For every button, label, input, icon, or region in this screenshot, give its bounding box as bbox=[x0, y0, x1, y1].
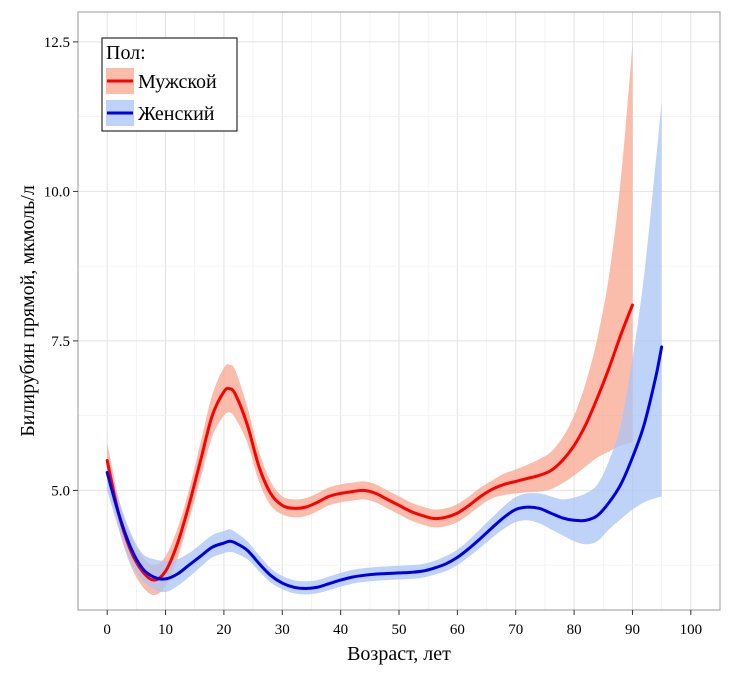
y-tick-label: 7.5 bbox=[51, 334, 70, 350]
y-tick-label: 5.0 bbox=[51, 483, 70, 499]
y-axis-ticks: 5.0 7.5 10.0 12.5 bbox=[44, 35, 78, 499]
x-tick-label: 90 bbox=[625, 622, 640, 638]
x-tick-label: 30 bbox=[275, 622, 290, 638]
x-tick-label: 0 bbox=[103, 622, 111, 638]
x-tick-label: 100 bbox=[680, 622, 703, 638]
legend-items: Мужской Женский bbox=[106, 68, 217, 126]
y-axis-title: Билирубин прямой, мкмоль/л bbox=[17, 185, 39, 437]
x-axis-ticks: 0 10 20 30 40 50 60 70 80 90 100 bbox=[103, 610, 702, 638]
series-lines bbox=[105, 303, 664, 590]
x-tick-label: 60 bbox=[450, 622, 465, 638]
x-tick-label: 70 bbox=[508, 622, 523, 638]
y-tick-label: 12.5 bbox=[44, 35, 70, 51]
x-tick-label: 20 bbox=[216, 622, 231, 638]
confidence-bands bbox=[107, 44, 662, 596]
x-tick-label: 80 bbox=[567, 622, 582, 638]
series-line-female bbox=[105, 345, 664, 590]
y-tick-label: 10.0 bbox=[44, 184, 70, 200]
confidence-band-male bbox=[107, 44, 633, 596]
legend-label: Мужской bbox=[138, 71, 217, 93]
legend: Пол: Мужской Женский bbox=[101, 37, 238, 132]
series-line-male bbox=[105, 303, 634, 582]
x-tick-label: 40 bbox=[333, 622, 348, 638]
legend-label: Женский bbox=[138, 103, 215, 125]
x-tick-label: 50 bbox=[392, 622, 407, 638]
x-tick-label: 10 bbox=[158, 622, 173, 638]
legend-title: Пол: bbox=[106, 42, 146, 64]
x-axis-title: Возраст, лет bbox=[347, 643, 451, 665]
